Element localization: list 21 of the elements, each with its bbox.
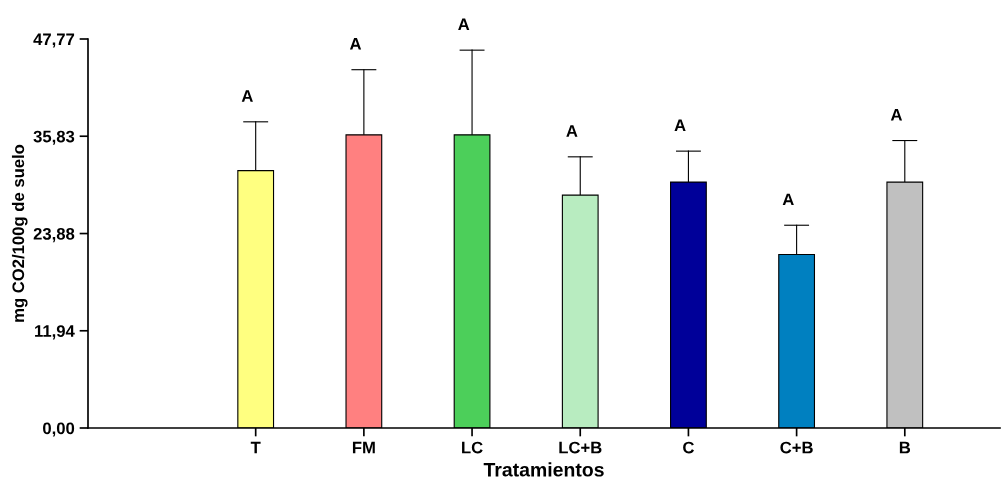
x-tick-label: T	[250, 441, 261, 454]
annotation: A	[566, 125, 578, 137]
annotation: A	[674, 119, 686, 132]
y-tick-label: 23,88	[33, 227, 75, 243]
x-tick-label: FM	[352, 441, 375, 454]
annotation: A	[782, 193, 794, 206]
y-tick-label: 11,94	[35, 325, 75, 340]
y-axis-title: mg CO2/100g de suelo	[11, 144, 28, 322]
x-tick-label: C	[683, 441, 694, 454]
annotation: A	[349, 38, 362, 50]
x-tick-label: LC+B	[559, 441, 602, 454]
annotation: A	[890, 108, 903, 121]
x-tick-label: B	[899, 441, 911, 454]
annotation: A	[241, 90, 253, 102]
y-tick-label: 35,83	[33, 130, 75, 145]
y-tick-label: 0,00	[43, 422, 75, 437]
x-tick-label: LC	[462, 441, 483, 454]
x-tick-label: C+B	[780, 441, 813, 454]
x-axis-title: Tratamientos	[483, 462, 604, 477]
y-tick-label: 47,77	[33, 33, 75, 48]
annotation: A	[458, 18, 470, 31]
